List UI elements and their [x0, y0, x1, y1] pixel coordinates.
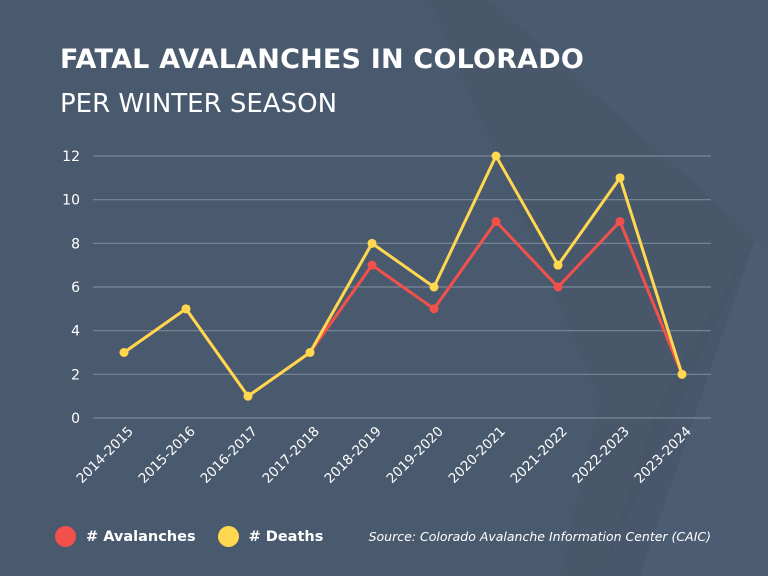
x-tick-label: 2020-2021	[445, 424, 508, 487]
x-tick-label: 2014-2015	[73, 424, 136, 487]
series-line	[123, 154, 684, 398]
legend-item-deaths: # Deaths	[217, 526, 324, 547]
data-point	[615, 173, 625, 183]
x-tick-label: 2021-2022	[507, 424, 570, 487]
chart-legend: # Avalanches # Deaths	[55, 526, 345, 547]
legend-item-avalanches: # Avalanches	[55, 526, 196, 547]
y-tick-label: 12	[62, 149, 80, 165]
data-point	[615, 217, 625, 226]
legend-label-deaths: # Deaths	[248, 528, 324, 545]
legend-dot-deaths-icon	[217, 526, 239, 547]
data-point	[243, 391, 253, 401]
legend-label-avalanches: # Avalanches	[86, 528, 196, 545]
data-point	[429, 304, 439, 314]
chart-title: FATAL AVALANCHES IN COLORADO	[60, 44, 585, 75]
x-axis: 2014-20152015-20162016-20172017-20182018…	[73, 424, 694, 487]
data-point	[119, 348, 129, 357]
data-point	[429, 282, 439, 292]
data-point	[181, 304, 191, 314]
y-tick-label: 10	[62, 193, 80, 209]
x-tick-label: 2022-2023	[569, 424, 632, 487]
y-tick-label: 0	[71, 411, 80, 427]
data-point	[553, 282, 563, 292]
x-tick-label: 2015-2016	[135, 424, 198, 487]
data-point	[305, 348, 315, 357]
data-point	[553, 260, 563, 270]
series-line	[123, 220, 684, 398]
x-tick-label: 2016-2017	[197, 424, 260, 487]
y-tick-label: 2	[71, 367, 80, 383]
y-tick-label: 4	[71, 324, 80, 340]
x-tick-label: 2018-2019	[321, 424, 384, 487]
y-axis: 0 2 4 6 8 10 12	[62, 149, 80, 427]
data-point	[367, 260, 377, 270]
series-deaths	[119, 151, 687, 401]
x-tick-label: 2019-2020	[383, 424, 446, 487]
series-avalanches	[119, 217, 687, 401]
legend-dot-avalanches-icon	[55, 526, 76, 547]
y-tick-label: 6	[71, 280, 80, 296]
source-note: Source: Colorado Avalanche Information C…	[368, 529, 711, 544]
y-tick-label: 8	[71, 236, 80, 252]
chart-subtitle: PER WINTER SEASON	[60, 89, 338, 119]
data-point	[367, 238, 377, 248]
chart-series	[119, 151, 687, 401]
x-tick-label: 2023-2024	[631, 424, 694, 487]
data-point	[677, 369, 687, 379]
data-point	[491, 217, 501, 226]
data-point	[491, 151, 501, 161]
x-tick-label: 2017-2018	[259, 424, 322, 487]
